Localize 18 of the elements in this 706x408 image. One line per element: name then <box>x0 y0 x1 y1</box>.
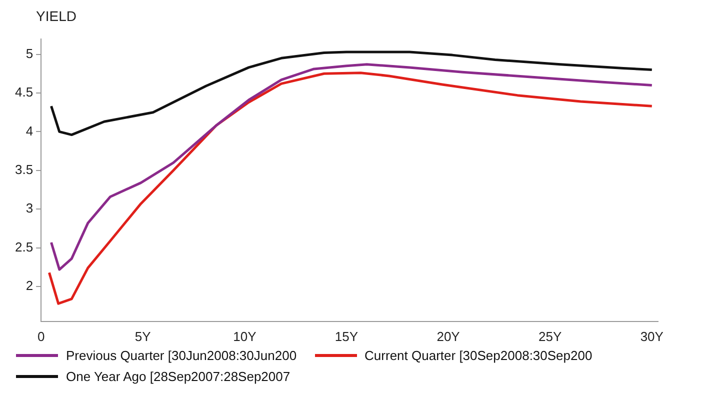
legend-label: Current Quarter [30Sep2008:30Sep200 <box>364 348 592 363</box>
x-tick-label: 5Y <box>134 328 152 344</box>
x-tick-label: 0 <box>37 328 45 344</box>
y-tick-label: 2.5 <box>14 239 34 254</box>
x-tick-label: 20Y <box>436 328 460 344</box>
y-tick-label: 4 <box>26 123 34 138</box>
y-tick-label: 4.5 <box>14 84 34 100</box>
x-tick-label: 10Y <box>233 328 257 344</box>
legend-label: One Year Ago [28Sep2007:28Sep2007 <box>66 369 290 384</box>
y-tick-label: 2 <box>26 278 34 294</box>
x-tick-label: 25Y <box>538 328 562 344</box>
legend-label: Previous Quarter [30Jun2008:30Jun200 <box>66 348 297 363</box>
x-tick-label: 30Y <box>640 328 664 344</box>
y-tick-label: 3.5 <box>14 162 34 177</box>
x-tick-label: 15Y <box>334 328 358 344</box>
y-axis-title: YIELD <box>35 8 78 26</box>
y-tick-label: 3 <box>26 200 34 216</box>
y-tick-label: 5 <box>26 46 34 61</box>
